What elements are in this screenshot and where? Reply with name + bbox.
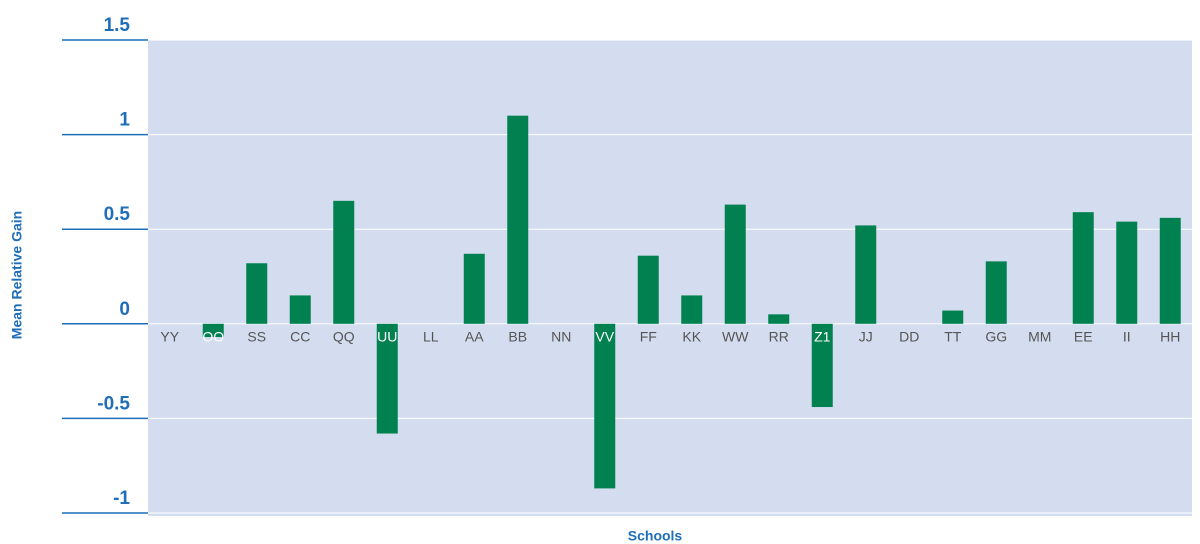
x-tick-label: DD [899, 329, 919, 345]
x-tick-label: TT [944, 329, 962, 345]
bar [985, 261, 1007, 324]
x-tick-label: CC [290, 329, 310, 345]
y-tick-label: 1.5 [104, 15, 131, 36]
bar [681, 295, 703, 324]
x-tick-label: WW [722, 329, 749, 345]
bar [1072, 212, 1094, 324]
x-tick-label: VV [595, 329, 614, 345]
x-tick-label: NN [551, 329, 571, 345]
bar [507, 115, 529, 324]
y-tick-label: 0 [119, 299, 130, 320]
bar [855, 225, 877, 324]
x-tick-label: GG [985, 329, 1007, 345]
plot-area [148, 40, 1192, 516]
bar [289, 295, 311, 324]
bar [1116, 221, 1138, 324]
x-axis-label: Schools [628, 528, 683, 544]
bar [811, 323, 833, 408]
bar [637, 255, 659, 324]
x-tick-label: FF [640, 329, 657, 345]
x-tick-label: MM [1028, 329, 1051, 345]
x-tick-label: JJ [859, 329, 873, 345]
bar [594, 323, 616, 489]
x-tick-label: BB [508, 329, 527, 345]
x-tick-label: SS [247, 329, 266, 345]
x-tick-label: II [1123, 329, 1131, 345]
bar [463, 253, 485, 324]
bar [768, 314, 790, 324]
y-tick-label: 0.5 [104, 204, 131, 225]
x-tick-label: HH [1160, 329, 1180, 345]
x-tick-label: KK [682, 329, 701, 345]
bar [942, 310, 964, 324]
bar [724, 204, 746, 324]
x-tick-label: Z1 [814, 329, 831, 345]
bar [1159, 217, 1181, 324]
x-tick-label: AA [465, 329, 484, 345]
x-tick-label: UU [377, 329, 397, 345]
bar [202, 323, 224, 338]
y-tick-label: -1 [113, 488, 130, 509]
x-tick-label: EE [1074, 329, 1093, 345]
bar [246, 263, 268, 324]
y-axis-label: Mean Relative Gain [9, 211, 25, 339]
x-tick-label: QQ [333, 329, 355, 345]
x-tick-label: OO [202, 329, 224, 345]
x-tick-label: LL [423, 329, 439, 345]
y-tick-label: -0.5 [97, 393, 130, 414]
bar [376, 323, 398, 434]
x-tick-label: YY [160, 329, 179, 345]
bar [333, 200, 355, 324]
y-tick-label: 1 [119, 110, 130, 131]
x-tick-label: RR [769, 329, 789, 345]
